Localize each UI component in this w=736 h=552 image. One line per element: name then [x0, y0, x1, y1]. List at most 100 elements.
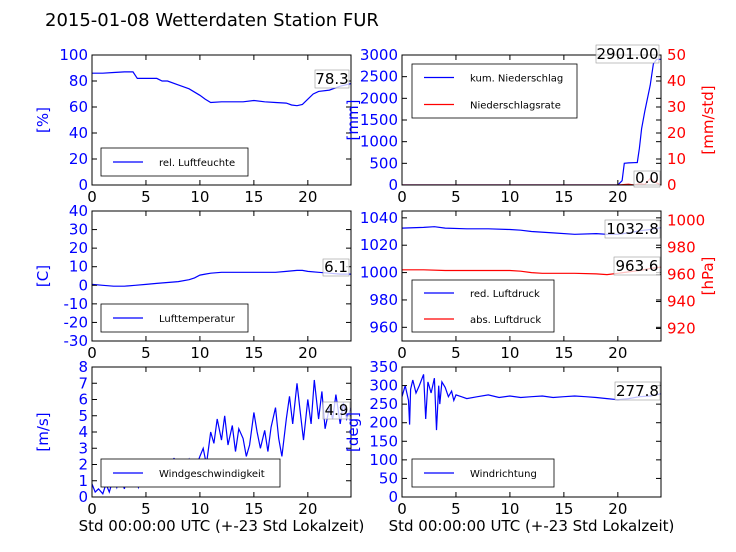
legend-label: Windgeschwindigkeit	[159, 469, 265, 480]
y2-tick-label: 980	[667, 239, 696, 257]
y2-tick-label: 0	[667, 176, 677, 194]
annotation-box	[595, 44, 660, 64]
y-tick-label: -20	[64, 313, 89, 331]
x-tick-label: 15	[244, 500, 263, 518]
x-tick-label: 20	[298, 188, 317, 206]
y2-tick-label: 920	[667, 319, 696, 337]
y-tick-label: 150	[369, 432, 398, 450]
x-tick-label: 10	[500, 188, 519, 206]
y-tick-label: 350	[369, 358, 398, 376]
y2-axis-label: [mm/std]	[699, 85, 717, 154]
last-value-annotation: 78.3	[315, 70, 348, 88]
y-tick-label: 100	[59, 46, 88, 64]
y-tick-label: 200	[369, 414, 398, 432]
axes-frame	[401, 366, 662, 498]
y-tick-label: 20	[69, 150, 88, 168]
x-tick-label: 5	[451, 500, 461, 518]
series-line-1	[402, 58, 661, 185]
annotation-box	[314, 69, 350, 89]
x-tick-label: 20	[608, 500, 627, 518]
annotation-box	[613, 256, 661, 276]
x-tick-label: 20	[298, 500, 317, 518]
x-tick-label: 15	[244, 188, 263, 206]
x-tick-label: 5	[141, 500, 151, 518]
legend-label: abs. Luftdruck	[470, 315, 541, 326]
annotation-box	[633, 170, 661, 188]
last-value-annotation: 1032.8	[606, 220, 659, 238]
x-tick-label: 20	[608, 188, 627, 206]
x-tick-label: 10	[190, 500, 209, 518]
legend-box	[411, 63, 578, 119]
y-tick-label: 2	[78, 456, 88, 474]
panel-pressure: 960 980 1000 1020 1040 920 940 960 980 1000 0 5 10 15…	[360, 209, 717, 362]
x-axis-label: Std 00:00:00 UTC (+-23 Std Lokalzeit)	[389, 517, 675, 535]
figure-title: 2015-01-08 Wetterdaten Station FUR	[45, 10, 379, 31]
series-line-1	[92, 269, 351, 287]
last-value-annotation: 0.0	[635, 169, 659, 187]
legend-label: kum. Niederschlag	[470, 74, 563, 85]
x-tick-label: 5	[141, 188, 151, 206]
y-tick-label: 5	[78, 407, 88, 425]
y2-tick-label: 940	[667, 293, 696, 311]
y-tick-label: 960	[369, 318, 398, 336]
series-line-1	[92, 71, 351, 107]
legend-label: Lufttemperatur	[159, 314, 236, 325]
x-tick-label: 10	[190, 188, 209, 206]
y2-tick-label: 30	[667, 98, 686, 116]
y-tick-label: 2000	[360, 89, 398, 107]
x-tick-label: 0	[397, 188, 407, 206]
x-tick-label: 15	[554, 500, 573, 518]
y-tick-label: -10	[64, 295, 89, 313]
y-tick-label: 0	[78, 276, 88, 294]
y-tick-label: 40	[69, 202, 88, 220]
y-tick-label: 6	[78, 391, 88, 409]
x-tick-label: 0	[87, 344, 97, 362]
x-tick-label: 5	[451, 188, 461, 206]
x-tick-label: 10	[190, 344, 209, 362]
x-tick-label: 15	[244, 344, 263, 362]
annotation-box	[614, 381, 661, 401]
axes-frame	[91, 210, 352, 342]
y-tick-label: 500	[369, 154, 398, 172]
y-tick-label: 0	[78, 488, 88, 506]
y-axis-label: [m/s]	[34, 412, 52, 451]
legend-label: Windrichtung	[470, 469, 537, 480]
y-tick-label: 1	[78, 472, 88, 490]
axes-frame	[401, 210, 662, 342]
y2-tick-label: 40	[667, 72, 686, 90]
annotation-box	[322, 401, 351, 420]
y2-tick-label: 10	[667, 150, 686, 168]
y-tick-label: 2500	[360, 68, 398, 86]
last-value-annotation: 4.9	[325, 401, 349, 419]
x-tick-label: 0	[87, 500, 97, 518]
y-tick-label: -30	[64, 332, 89, 350]
y-axis-label: [deg]	[344, 412, 362, 452]
y-axis-label: [%]	[34, 107, 52, 133]
y2-tick-label: 50	[667, 46, 686, 64]
x-tick-label: 20	[608, 344, 627, 362]
x-tick-label: 10	[500, 500, 519, 518]
y-tick-label: 8	[78, 358, 88, 376]
y-tick-label: 0	[78, 176, 88, 194]
y2-tick-label: 20	[667, 124, 686, 142]
y-tick-label: 3000	[360, 46, 398, 64]
y-tick-label: 0	[388, 176, 398, 194]
legend-label: Niederschlagsrate	[470, 101, 561, 112]
x-tick-label: 0	[87, 188, 97, 206]
y-tick-label: 1000	[360, 264, 398, 282]
y-tick-label: 50	[379, 469, 398, 487]
y-tick-label: 100	[369, 451, 398, 469]
panel-humidity: 0 20 40 60 80 100 0 5 10 15 20 [%] rel. Luftfeuchte 7…	[34, 46, 352, 206]
x-tick-label: 20	[298, 344, 317, 362]
y-tick-label: 7	[78, 374, 88, 392]
x-tick-label: 0	[397, 500, 407, 518]
y-tick-label: 0	[388, 488, 398, 506]
y-tick-label: 20	[69, 239, 88, 257]
y-tick-label: 80	[69, 72, 88, 90]
y2-tick-label: 1000	[667, 212, 705, 230]
series-line-1	[402, 374, 661, 431]
